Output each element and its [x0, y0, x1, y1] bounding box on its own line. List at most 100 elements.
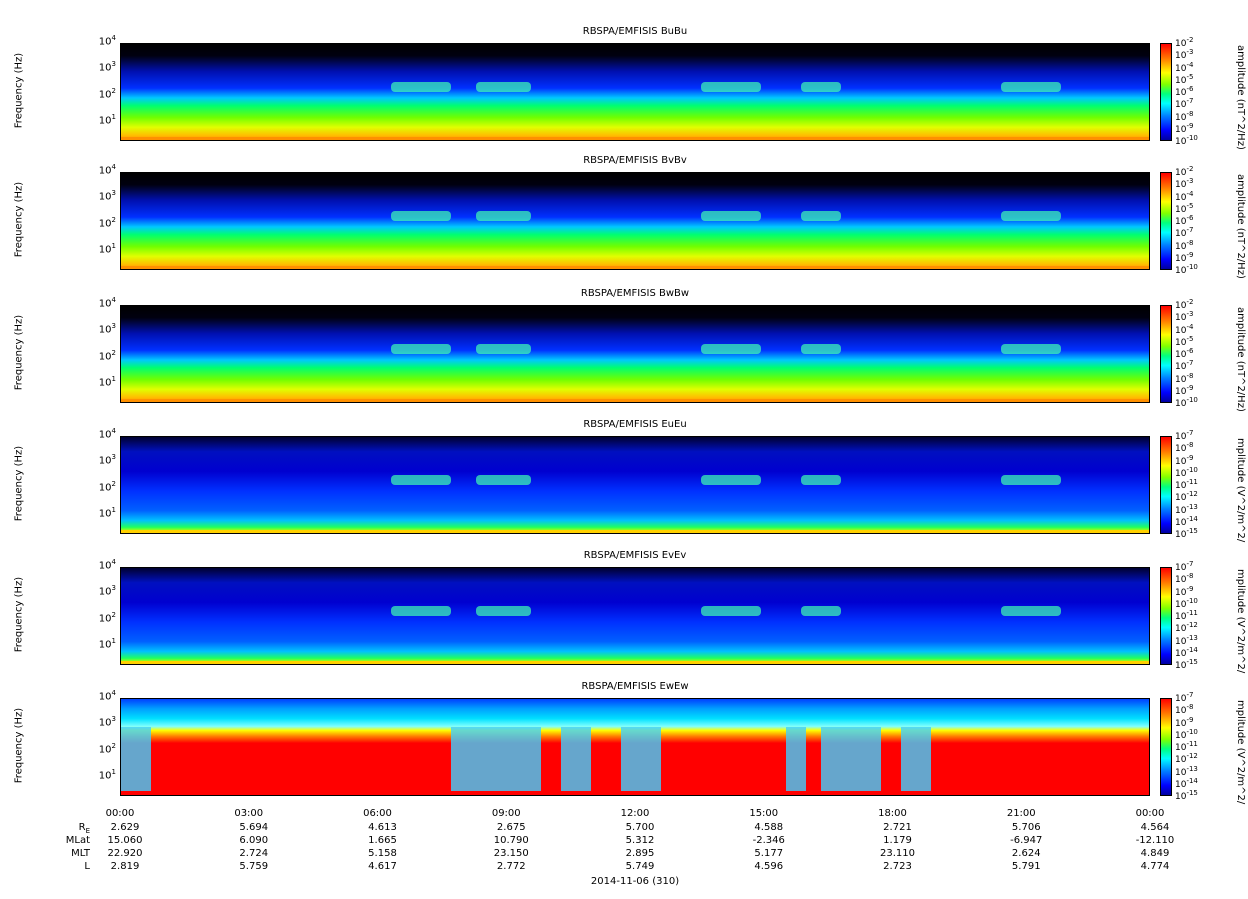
spec-band: [121, 399, 1149, 402]
colorbar-tick-2-8: 10-10: [1175, 396, 1198, 409]
ephem-label-2: MLT: [71, 848, 90, 859]
y-axis-label-5: Frequency (Hz): [13, 707, 25, 784]
colorbar-label-0: amplitude (nT^2/Hz): [1235, 45, 1246, 150]
colorbar-label-2: amplitude (nT^2/Hz): [1235, 307, 1246, 412]
ephem-value-2-4: 2.895: [625, 848, 655, 859]
spec-band: [801, 475, 841, 485]
colorbar-tick-4-0: 10-7: [1175, 560, 1194, 573]
ephem-value-1-5: -2.346: [752, 835, 785, 846]
spec-band: [451, 727, 541, 795]
y-axis-label-1: Frequency (Hz): [13, 181, 25, 258]
colorbar-label-1: amplitude (nT^2/Hz): [1235, 174, 1246, 279]
colorbar-tick-4-5: 10-12: [1175, 621, 1198, 635]
spectrogram-0: [120, 43, 1150, 141]
colorbar-tick-5-8: 10-15: [1175, 789, 1198, 802]
colorbar-tick-5-0: 10-7: [1175, 691, 1194, 704]
spec-band: [801, 211, 841, 221]
spec-band: [701, 606, 761, 616]
colorbar-tick-4-8: 10-15: [1175, 658, 1198, 671]
spec-band: [391, 606, 451, 616]
spectrogram-5: [120, 698, 1150, 796]
ephem-value-2-8: 4.849: [1140, 848, 1170, 859]
ephem-value-2-6: 23.110: [880, 848, 915, 859]
y-tick-0-1: 103: [98, 60, 116, 74]
x-tick-1: 03:00: [234, 808, 264, 819]
spec-band: [701, 475, 761, 485]
y-axis-label-3: Frequency (Hz): [13, 445, 25, 522]
colorbar-2: [1160, 305, 1172, 403]
spec-band: [1001, 475, 1061, 485]
ephem-value-3-0: 2.819: [110, 861, 140, 872]
y-tick-1-2: 102: [98, 215, 116, 230]
ephem-value-1-1: 6.090: [239, 835, 269, 846]
ephem-value-2-3: 23.150: [493, 848, 529, 859]
ephem-value-0-1: 5.694: [239, 822, 269, 833]
colorbar-0: [1160, 43, 1172, 141]
spec-band: [801, 606, 841, 616]
colorbar-tick-3-1: 10-8: [1175, 441, 1194, 455]
colorbar-label-5: mplitude (V^2/m^2/: [1235, 700, 1246, 805]
colorbar-tick-3-3: 10-10: [1175, 465, 1198, 479]
ephem-value-0-4: 5.700: [625, 822, 655, 833]
y-tick-1-0: 104: [98, 163, 116, 177]
ephem-value-3-8: 4.774: [1140, 861, 1170, 872]
spec-band: [701, 82, 761, 92]
x-tick-7: 21:00: [1006, 808, 1036, 819]
colorbar-tick-1-5: 10-7: [1175, 226, 1194, 240]
y-tick-2-0: 104: [98, 296, 116, 310]
spec-band: [476, 344, 531, 354]
colorbar-tick-5-5: 10-12: [1175, 752, 1198, 766]
ephem-value-3-3: 2.772: [496, 861, 526, 872]
colorbar-tick-1-7: 10-9: [1175, 250, 1194, 264]
x-tick-8: 00:00: [1135, 808, 1165, 819]
spec-band: [121, 437, 1149, 533]
y-tick-3-3: 101: [98, 506, 116, 520]
colorbar-tick-2-5: 10-7: [1175, 359, 1194, 373]
ephem-value-0-5: 4.588: [754, 822, 784, 833]
spec-band: [121, 137, 1149, 140]
ephem-value-1-6: 1.179: [883, 835, 912, 846]
colorbar-tick-5-7: 10-14: [1175, 776, 1198, 790]
spec-band: [1001, 82, 1061, 92]
colorbar-tick-2-3: 10-5: [1175, 334, 1194, 348]
y-tick-2-2: 102: [98, 348, 116, 363]
ephem-value-3-4: 5.749: [625, 861, 655, 872]
spec-band: [786, 727, 806, 795]
colorbar-tick-0-0: 10-2: [1175, 36, 1194, 49]
colorbar-tick-1-8: 10-10: [1175, 263, 1198, 276]
panel-title-4: RBSPA/EMFISIS EvEv: [583, 550, 687, 561]
spec-band: [476, 211, 531, 221]
y-tick-5-2: 102: [98, 741, 116, 756]
panel-title-2: RBSPA/EMFISIS BwBw: [580, 288, 690, 299]
ephem-value-1-0: 15.060: [107, 835, 143, 846]
colorbar-tick-2-2: 10-4: [1175, 322, 1194, 336]
spec-band: [701, 211, 761, 221]
ephem-value-3-1: 5.759: [239, 861, 269, 872]
panel-title-0: RBSPA/EMFISIS BuBu: [582, 26, 688, 37]
re-subscript: E: [85, 827, 90, 835]
spec-band: [121, 306, 1149, 402]
spec-band: [621, 727, 661, 795]
colorbar-tick-0-7: 10-9: [1175, 121, 1194, 135]
spec-band: [391, 211, 451, 221]
y-tick-5-1: 103: [98, 715, 116, 729]
spec-band: [1001, 211, 1061, 221]
spec-band: [1001, 606, 1061, 616]
colorbar-tick-0-3: 10-5: [1175, 72, 1194, 86]
x-tick-0: 00:00: [105, 808, 135, 819]
colorbar-tick-3-5: 10-12: [1175, 490, 1198, 504]
x-tick-2: 06:00: [363, 808, 392, 819]
spec-band: [121, 568, 1149, 664]
colorbar-tick-5-1: 10-8: [1175, 703, 1194, 717]
colorbar-tick-2-4: 10-6: [1175, 347, 1194, 360]
ephem-value-0-8: 4.564: [1140, 822, 1170, 833]
y-tick-3-0: 104: [98, 427, 116, 441]
colorbar-tick-2-0: 10-2: [1175, 298, 1194, 311]
colorbar-tick-2-1: 10-3: [1175, 310, 1194, 324]
ephem-value-3-6: 2.723: [883, 861, 912, 872]
spec-band: [121, 530, 1149, 533]
date-label: 2014-11-06 (310): [590, 876, 680, 887]
y-tick-3-1: 103: [98, 453, 116, 467]
y-tick-0-2: 102: [98, 86, 116, 101]
spec-band: [391, 344, 451, 354]
